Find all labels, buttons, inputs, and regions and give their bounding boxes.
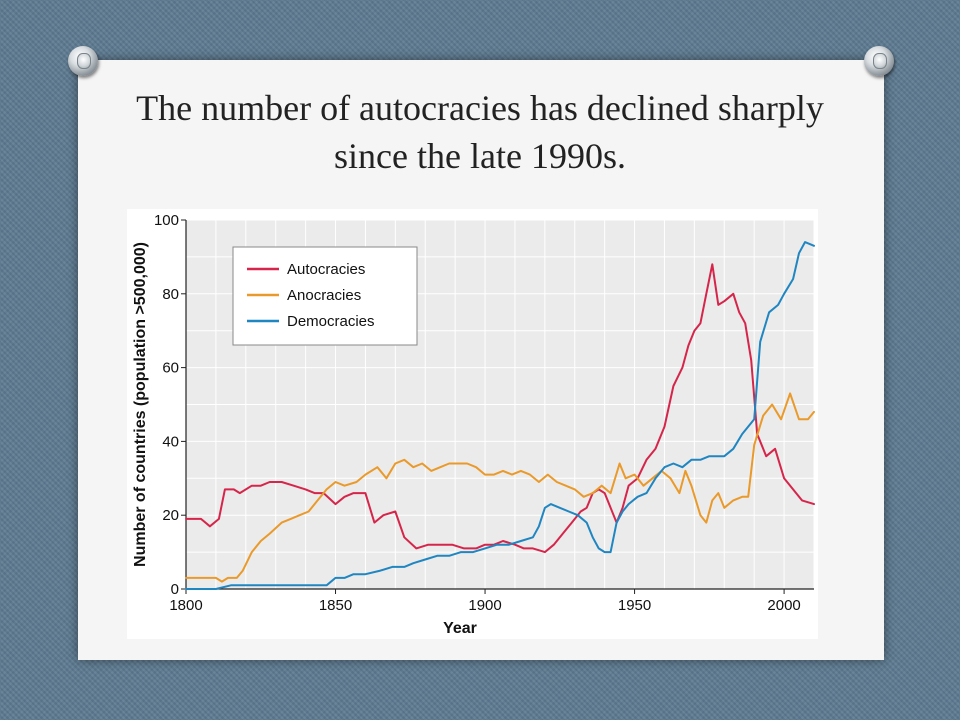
chart-container: 1800 1850 1900 1950 2000 0 20 40 60 80 100 Autocra… (127, 209, 818, 639)
x-tick-label: 1900 (468, 597, 501, 614)
y-axis-title: Number of countries (population >500,000… (132, 242, 149, 567)
slide-title: The number of autocracies has declined s… (136, 88, 824, 176)
y-tick-label: 40 (162, 433, 179, 450)
y-tick-label: 0 (171, 581, 179, 598)
series-layer (185, 241, 815, 590)
x-tick-label: 1950 (618, 597, 651, 614)
series-line-anocracies (185, 392, 815, 583)
legend-label: Democracies (287, 313, 375, 330)
legend: Autocracies Anocracies Democracies (232, 246, 418, 346)
x-tick-label: 1850 (319, 597, 352, 614)
x-tick-label: 1800 (169, 597, 202, 614)
pushpin-icon (864, 46, 894, 76)
legend-label: Anocracies (287, 287, 361, 304)
axes: 1800 1850 1900 1950 2000 0 20 40 60 80 100 (154, 212, 814, 614)
x-axis-title: Year (443, 620, 477, 637)
y-tick-label: 100 (154, 212, 179, 229)
y-tick-label: 60 (162, 360, 179, 377)
pushpin-icon (68, 46, 98, 76)
legend-label: Autocracies (287, 261, 365, 278)
series-line-autocracies (185, 263, 815, 554)
series-line-democracies (185, 241, 815, 590)
y-tick-label: 20 (162, 507, 179, 524)
line-chart: 1800 1850 1900 1950 2000 0 20 40 60 80 100 Autocra… (132, 212, 815, 637)
y-tick-label: 80 (162, 286, 179, 303)
x-tick-label: 2000 (767, 597, 800, 614)
